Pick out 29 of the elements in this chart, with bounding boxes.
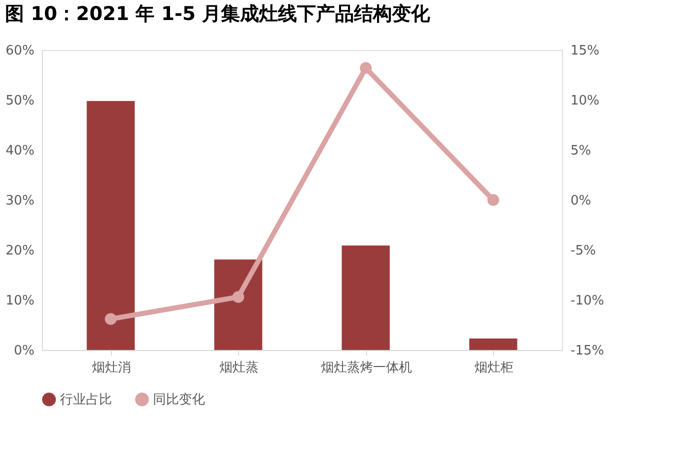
y-tick-label: 30% xyxy=(6,194,34,208)
point xyxy=(104,313,117,325)
bar xyxy=(469,338,518,350)
bar xyxy=(342,246,390,350)
y2-tick-label: 10% xyxy=(570,94,600,108)
y2-tick-label: -5% xyxy=(570,244,596,258)
x-tick-label: 烟灶蒸 xyxy=(219,360,258,376)
bar xyxy=(214,260,262,350)
y2-tick-label: 15% xyxy=(570,44,600,58)
point xyxy=(232,291,244,303)
x-tick-label: 烟灶消 xyxy=(92,360,131,376)
y-tick-label: 50% xyxy=(6,94,34,108)
y-tick-label: 40% xyxy=(6,144,34,158)
y-tick-label: 60% xyxy=(6,44,34,58)
point xyxy=(487,194,500,206)
chart-title: 图 10：2021 年 1-5 月集成灶线下产品结构变化 xyxy=(5,3,432,25)
point xyxy=(360,62,372,74)
x-tick-label: 烟灶柜 xyxy=(474,360,514,376)
legend-label: 行业占比 xyxy=(60,392,112,408)
x-tick-label: 烟灶蒸烤一体机 xyxy=(320,360,412,376)
bar xyxy=(86,101,135,350)
y2-tick-label: 0% xyxy=(570,194,592,208)
y2-tick-label: 5% xyxy=(570,144,592,158)
y-tick-label: 0% xyxy=(14,344,34,358)
legend-label: 同比变化 xyxy=(153,392,205,408)
y2-tick-label: -15% xyxy=(570,344,604,358)
y-tick-label: 10% xyxy=(6,294,34,308)
y2-tick-label: -10% xyxy=(570,294,604,308)
y-tick-label: 20% xyxy=(6,244,34,258)
